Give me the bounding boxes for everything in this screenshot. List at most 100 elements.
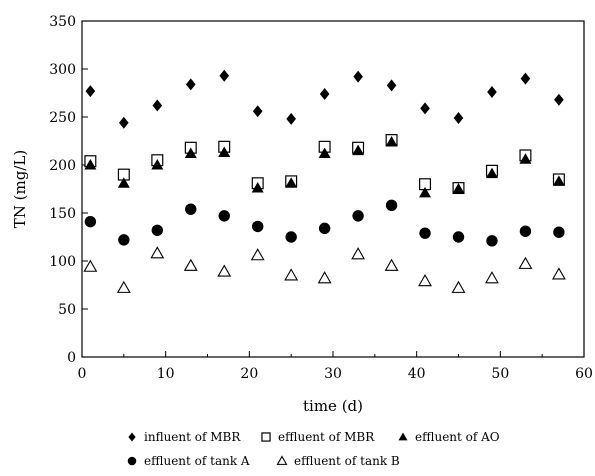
point-s1-10 bbox=[386, 79, 397, 92]
point-s3-1 bbox=[84, 159, 97, 170]
point-s4-5 bbox=[218, 210, 230, 222]
legend-marker-4 bbox=[127, 456, 137, 466]
legend-label-4: effluent of tank A bbox=[144, 454, 250, 468]
x-tick-label-50: 50 bbox=[491, 366, 509, 382]
legend-item-3: effluent of AO bbox=[398, 430, 500, 444]
point-s4-8 bbox=[318, 222, 331, 235]
point-s4-13 bbox=[486, 235, 498, 247]
point-s5-13 bbox=[485, 271, 499, 284]
y-tick-label-50: 50 bbox=[58, 302, 76, 318]
point-s4-10 bbox=[385, 199, 398, 212]
point-s1-3 bbox=[152, 99, 163, 112]
point-s1-9 bbox=[353, 70, 363, 83]
point-s3-3 bbox=[151, 159, 164, 170]
ticks: 0 10 20 30 40 50 60 0 50 100 150 200 250 300 350 bbox=[49, 14, 593, 382]
axes bbox=[81, 20, 585, 358]
point-s4-11 bbox=[419, 227, 431, 239]
point-s1-7 bbox=[286, 112, 296, 125]
point-s1-2 bbox=[119, 116, 129, 129]
legend-item-2: effluent of MBR bbox=[261, 430, 375, 444]
x-tick-label-40: 40 bbox=[408, 366, 426, 382]
point-s1-5 bbox=[219, 69, 230, 82]
legend-item-5: effluent of tank B bbox=[276, 454, 400, 468]
point-s3-7 bbox=[285, 177, 298, 188]
point-s3-13 bbox=[485, 167, 498, 179]
point-s5-15 bbox=[551, 267, 566, 280]
x-tick-label-60: 60 bbox=[575, 366, 593, 382]
legend-item-1: influent of MBR bbox=[128, 430, 241, 444]
legend-label-1: influent of MBR bbox=[144, 430, 241, 444]
point-s5-2 bbox=[116, 280, 131, 293]
point-s3-14 bbox=[519, 153, 532, 164]
point-s1-13 bbox=[487, 86, 497, 99]
series-3 bbox=[84, 135, 565, 198]
y-tick-label-200: 200 bbox=[49, 158, 76, 174]
series-1 bbox=[85, 69, 564, 129]
x-axis-title: time (d) bbox=[303, 397, 363, 415]
point-s5-4 bbox=[183, 258, 198, 271]
point-s3-2 bbox=[117, 177, 130, 188]
point-s1-6 bbox=[252, 105, 263, 118]
data-marks bbox=[83, 69, 566, 293]
y-tick-label-0: 0 bbox=[67, 350, 76, 366]
point-s3-4 bbox=[184, 147, 197, 158]
legend-marker-5 bbox=[276, 455, 288, 465]
y-tick-label-100: 100 bbox=[49, 254, 76, 270]
point-s4-7 bbox=[285, 231, 297, 243]
point-s3-8 bbox=[318, 147, 331, 158]
point-s1-12 bbox=[453, 111, 464, 124]
y-tick-label-300: 300 bbox=[49, 62, 76, 78]
point-s5-8 bbox=[317, 271, 332, 284]
series-5 bbox=[83, 246, 566, 293]
point-s1-1 bbox=[85, 85, 96, 98]
point-s5-9 bbox=[351, 247, 366, 260]
series-4 bbox=[84, 199, 565, 247]
legend-label-3: effluent of AO bbox=[415, 430, 500, 444]
point-s5-1 bbox=[83, 259, 98, 272]
point-s5-10 bbox=[384, 258, 399, 271]
plot-frame bbox=[81, 20, 585, 358]
legend-item-4: effluent of tank A bbox=[127, 454, 250, 468]
point-s3-9 bbox=[352, 144, 365, 156]
point-s5-7 bbox=[284, 268, 299, 281]
legend-marker-1 bbox=[128, 432, 136, 442]
point-s5-3 bbox=[150, 246, 165, 259]
point-s3-12 bbox=[452, 183, 465, 194]
point-s4-9 bbox=[352, 210, 364, 222]
point-s3-10 bbox=[385, 135, 398, 147]
point-s3-5 bbox=[218, 146, 231, 158]
point-s1-4 bbox=[185, 78, 196, 91]
legend-label-5: effluent of tank B bbox=[294, 454, 400, 468]
legend-label-2: effluent of MBR bbox=[278, 430, 375, 444]
point-s3-11 bbox=[419, 186, 432, 198]
point-s4-3 bbox=[151, 224, 163, 236]
point-s1-15 bbox=[554, 93, 564, 106]
point-s5-11 bbox=[418, 274, 432, 287]
point-s1-8 bbox=[319, 87, 330, 100]
point-s5-12 bbox=[451, 280, 466, 293]
legend: influent of MBR effluent of MBR effluent o… bbox=[127, 430, 500, 468]
y-axis-title: TN (mg/L) bbox=[11, 150, 29, 228]
point-s4-1 bbox=[84, 215, 97, 228]
point-s3-15 bbox=[552, 175, 565, 186]
x-tick-label-30: 30 bbox=[324, 366, 342, 382]
point-s4-4 bbox=[185, 203, 197, 215]
legend-marker-3 bbox=[398, 432, 408, 441]
point-s4-12 bbox=[452, 231, 465, 243]
point-s1-14 bbox=[520, 72, 531, 85]
point-s5-6 bbox=[250, 248, 265, 261]
point-s4-2 bbox=[118, 234, 130, 246]
point-s5-5 bbox=[217, 264, 232, 277]
legend-marker-2 bbox=[261, 432, 271, 442]
point-s3-6 bbox=[251, 182, 264, 193]
y-tick-label-150: 150 bbox=[49, 206, 76, 222]
point-s5-14 bbox=[518, 256, 533, 269]
x-tick-label-20: 20 bbox=[240, 366, 258, 382]
point-s4-14 bbox=[519, 225, 532, 237]
y-tick-label-350: 350 bbox=[49, 14, 76, 30]
point-s4-6 bbox=[252, 220, 264, 233]
x-tick-label-0: 0 bbox=[78, 366, 87, 382]
point-s1-11 bbox=[420, 102, 430, 115]
y-tick-label-250: 250 bbox=[49, 110, 76, 126]
